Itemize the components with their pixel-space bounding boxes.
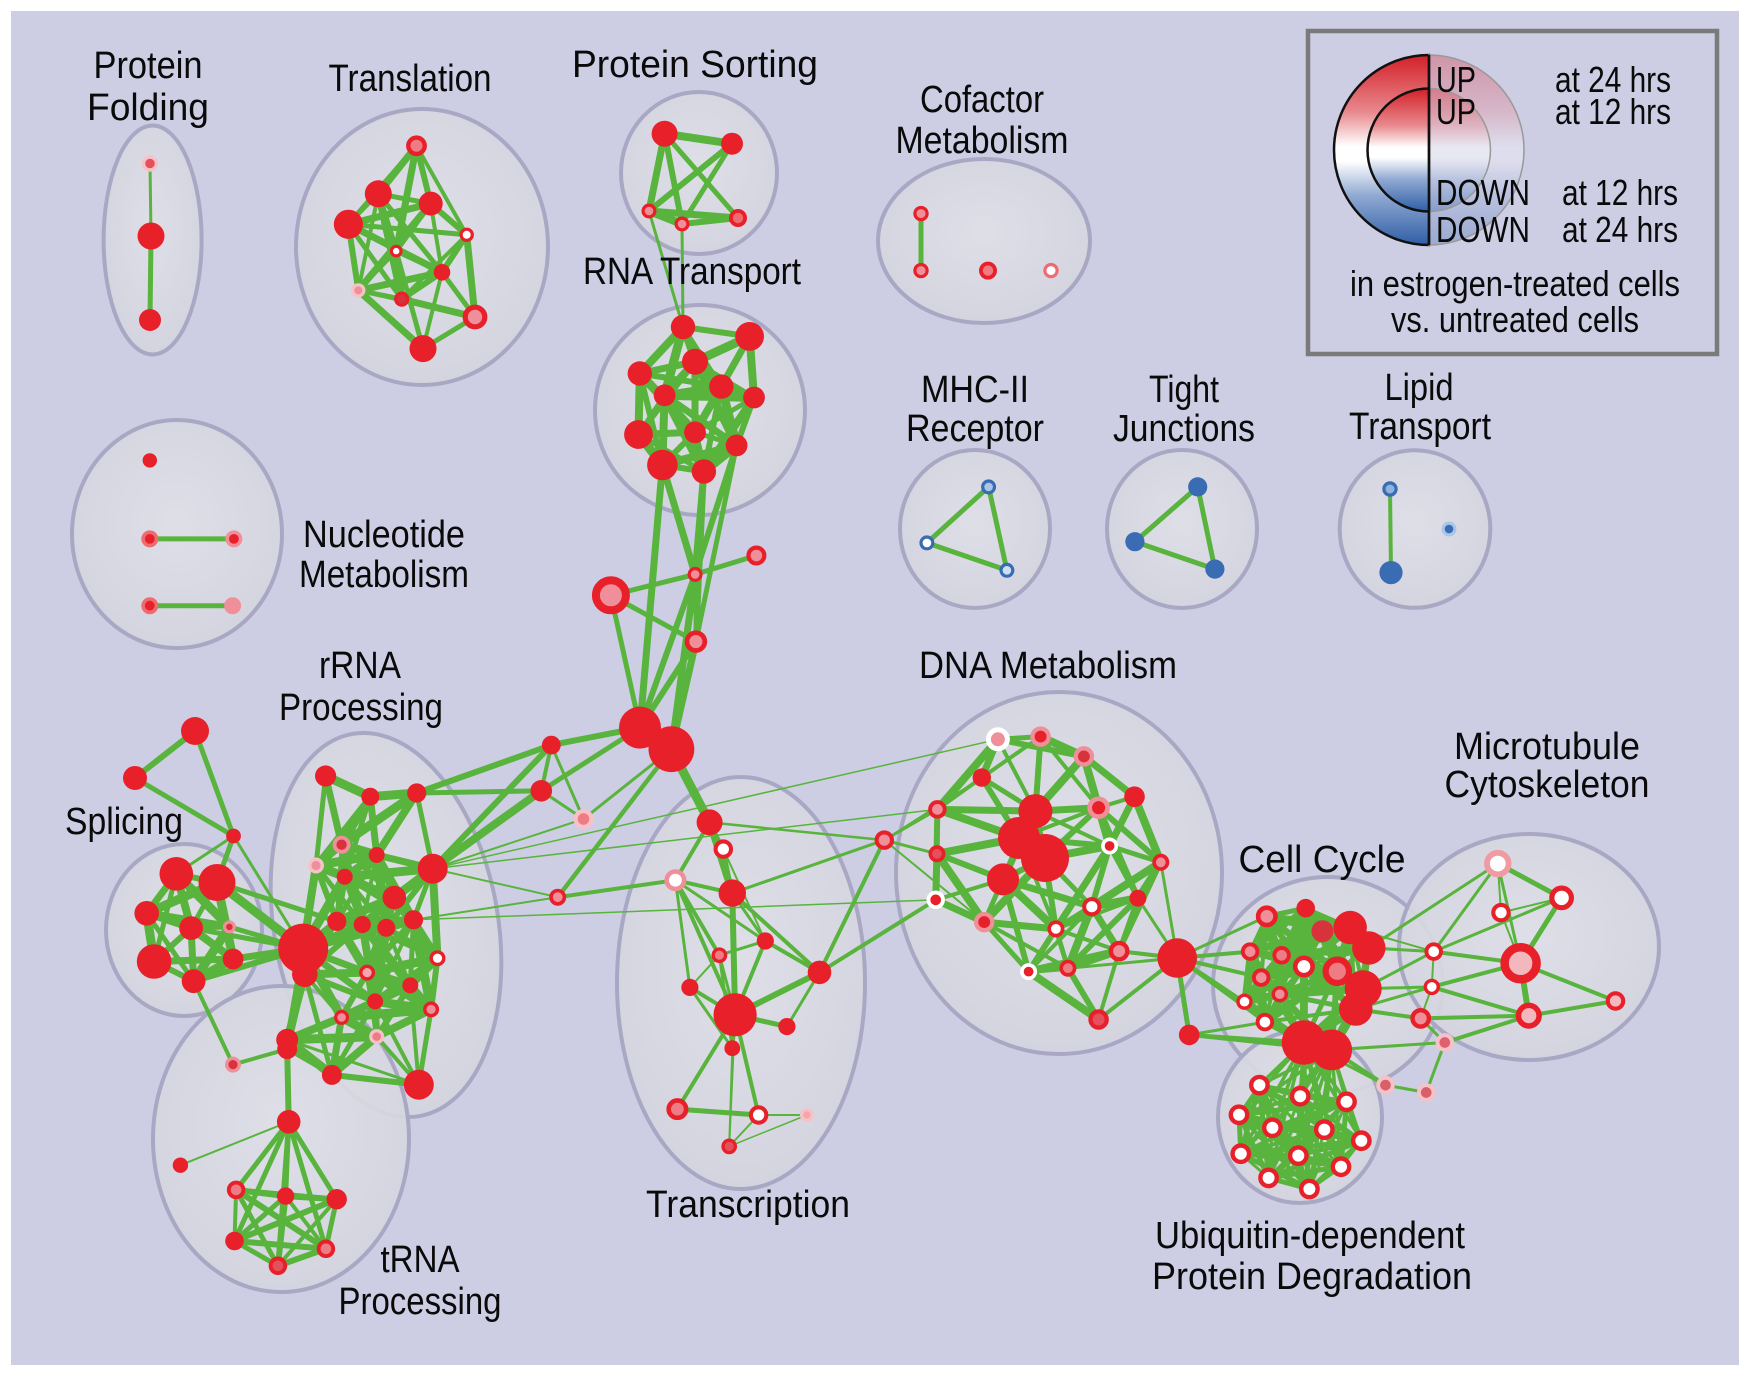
- svg-text:Cell Cycle: Cell Cycle: [1239, 839, 1406, 881]
- svg-text:UP: UP: [1436, 91, 1476, 132]
- svg-text:Cofactor: Cofactor: [920, 79, 1044, 121]
- svg-text:Metabolism: Metabolism: [896, 120, 1069, 162]
- svg-text:DOWN: DOWN: [1436, 209, 1530, 250]
- svg-text:Cytoskeleton: Cytoskeleton: [1445, 764, 1650, 806]
- svg-text:at 12 hrs: at 12 hrs: [1555, 91, 1671, 132]
- svg-text:rRNA: rRNA: [319, 645, 402, 687]
- svg-text:Processing: Processing: [339, 1281, 502, 1323]
- svg-text:Transport: Transport: [1349, 406, 1491, 448]
- svg-text:DOWN: DOWN: [1436, 172, 1530, 213]
- svg-text:Junctions: Junctions: [1113, 408, 1255, 450]
- svg-text:Folding: Folding: [87, 87, 209, 129]
- svg-text:tRNA: tRNA: [381, 1239, 461, 1281]
- svg-text:Lipid: Lipid: [1385, 367, 1454, 409]
- svg-text:in estrogen-treated cells: in estrogen-treated cells: [1350, 263, 1680, 304]
- svg-text:Ubiquitin-dependent: Ubiquitin-dependent: [1155, 1215, 1465, 1257]
- svg-text:Splicing: Splicing: [65, 801, 183, 843]
- svg-text:at 12 hrs: at 12 hrs: [1562, 172, 1678, 213]
- svg-text:Protein Degradation: Protein Degradation: [1152, 1256, 1472, 1298]
- svg-text:Tight: Tight: [1149, 369, 1219, 411]
- svg-text:Nucleotide: Nucleotide: [303, 514, 465, 556]
- svg-text:Metabolism: Metabolism: [299, 554, 469, 596]
- svg-text:Microtubule: Microtubule: [1454, 726, 1640, 768]
- svg-text:MHC-II: MHC-II: [921, 369, 1029, 411]
- svg-text:DNA Metabolism: DNA Metabolism: [919, 645, 1177, 687]
- svg-text:Transcription: Transcription: [646, 1184, 850, 1226]
- svg-text:Translation: Translation: [329, 58, 492, 100]
- svg-text:Receptor: Receptor: [906, 408, 1044, 450]
- svg-text:vs. untreated cells: vs. untreated cells: [1391, 299, 1639, 340]
- svg-text:Protein: Protein: [94, 45, 203, 87]
- svg-text:Processing: Processing: [279, 687, 443, 729]
- svg-text:RNA Transport: RNA Transport: [583, 251, 801, 293]
- svg-text:at 24 hrs: at 24 hrs: [1562, 209, 1678, 250]
- svg-text:Protein Sorting: Protein Sorting: [572, 44, 818, 86]
